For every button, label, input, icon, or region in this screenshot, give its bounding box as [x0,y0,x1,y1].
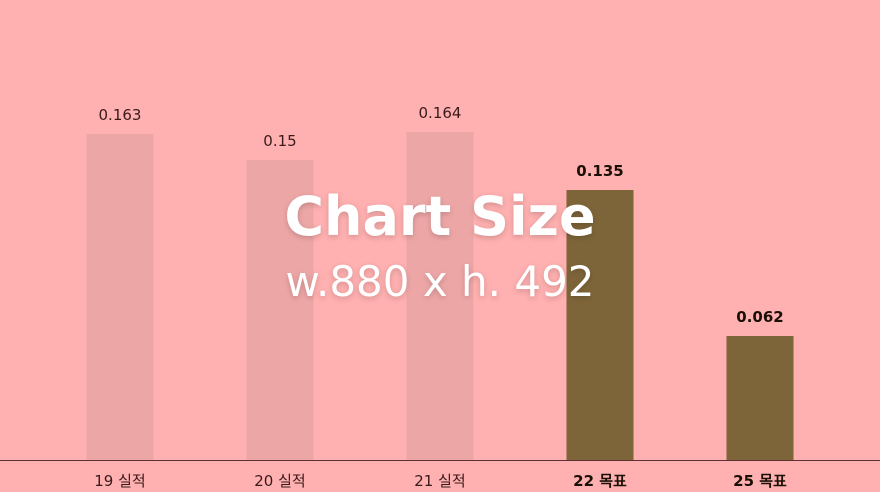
x-tick-label-0: 19 실적 [94,472,145,490]
data-label-3: 0.135 [576,162,623,180]
data-label-2: 0.164 [419,104,462,122]
x-tick-label-1: 20 실적 [254,472,305,490]
bar-3 [566,190,634,460]
bar-0 [86,134,154,460]
bar-4 [726,336,794,460]
x-tick-label-2: 21 실적 [414,472,465,490]
x-tick-label-3: 22 목표 [573,472,627,490]
data-label-4: 0.062 [736,308,783,326]
data-label-0: 0.163 [99,106,142,124]
bar-2 [406,132,474,460]
data-label-1: 0.15 [263,132,296,150]
x-tick-label-4: 25 목표 [733,472,787,490]
bar-1 [246,160,314,460]
